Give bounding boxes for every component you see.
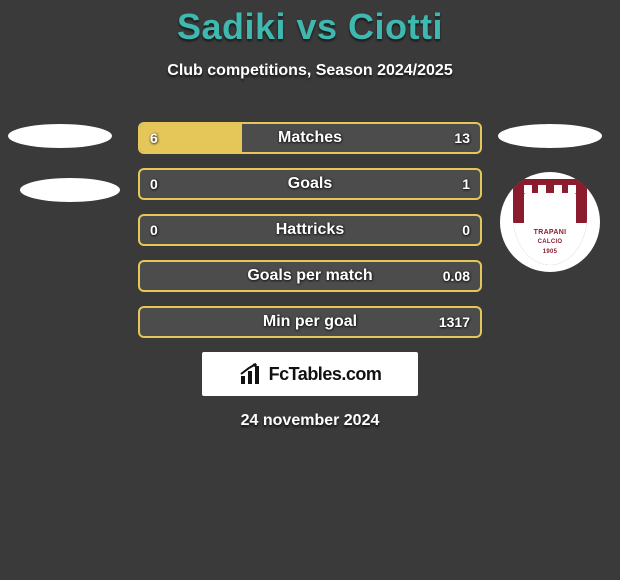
stat-label: Hattricks xyxy=(140,221,480,239)
stat-value-right: 0.08 xyxy=(443,268,470,284)
brand-text: FcTables.com xyxy=(269,364,382,385)
footer-date: 24 november 2024 xyxy=(0,412,620,430)
badge-name: TRAPANI xyxy=(513,229,587,236)
stat-row: 0Goals1 xyxy=(138,168,482,200)
stat-value-right: 0 xyxy=(462,222,470,238)
club-badge-shield: TRAPANI CALCIO 1905 xyxy=(513,179,587,265)
stat-value-right: 13 xyxy=(454,130,470,146)
badge-year: 1905 xyxy=(513,249,587,255)
bar-chart-icon xyxy=(239,362,263,386)
stat-row: Goals per match0.08 xyxy=(138,260,482,292)
player-right-ellipse xyxy=(498,124,602,148)
stat-value-right: 1 xyxy=(462,176,470,192)
subtitle: Club competitions, Season 2024/2025 xyxy=(0,62,620,80)
player-left-ellipse-2 xyxy=(20,178,120,202)
stat-row: Min per goal1317 xyxy=(138,306,482,338)
stat-label: Min per goal xyxy=(140,313,480,331)
stat-label: Goals per match xyxy=(140,267,480,285)
stat-row: 6Matches13 xyxy=(138,122,482,154)
page-title: Sadiki vs Ciotti xyxy=(0,0,620,48)
club-badge-right: TRAPANI CALCIO 1905 xyxy=(500,172,600,272)
badge-sub: CALCIO xyxy=(513,239,587,245)
castle-icon xyxy=(524,193,576,223)
stats-container: 6Matches130Goals10Hattricks0Goals per ma… xyxy=(138,122,482,352)
stat-value-left: 0 xyxy=(150,222,158,238)
stat-value-left: 6 xyxy=(150,130,158,146)
fctables-logo[interactable]: FcTables.com xyxy=(202,352,418,396)
stat-value-left: 0 xyxy=(150,176,158,192)
player-left-ellipse-1 xyxy=(8,124,112,148)
stat-value-right: 1317 xyxy=(439,314,470,330)
stat-label: Goals xyxy=(140,175,480,193)
stat-row: 0Hattricks0 xyxy=(138,214,482,246)
